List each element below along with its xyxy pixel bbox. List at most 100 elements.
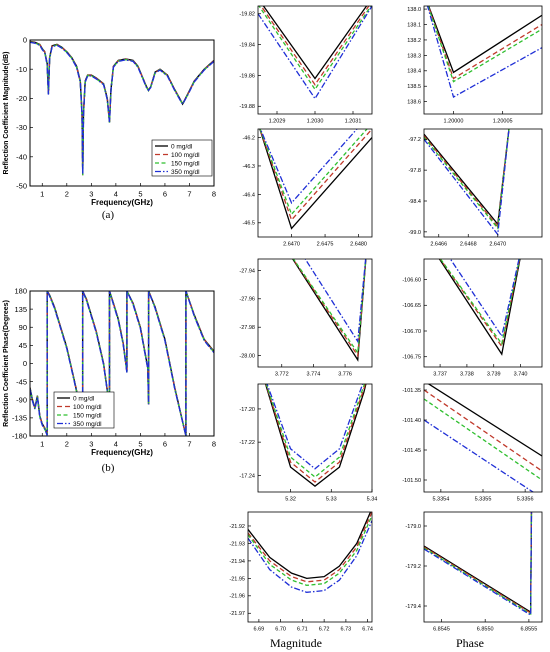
series-group <box>426 6 542 98</box>
y-tick-label: -21.97 <box>229 611 245 617</box>
series-group <box>438 259 521 356</box>
chart-m3: 3.772 3.774 3.776 -27.94 -27.96 -27.98 -28.00 <box>239 258 373 378</box>
legend-label: 150 mg/dl <box>73 413 102 420</box>
y-tick-label: -97.2 <box>408 137 421 143</box>
series-line-0-mg-dl <box>248 512 372 580</box>
x-tick-label: 1 <box>40 440 44 449</box>
x-tick-label: 6 <box>163 190 167 199</box>
y-tick-label: -19.86 <box>239 73 255 79</box>
x-tick-label: 8 <box>212 190 216 199</box>
y-tick-label: 0 <box>23 36 27 45</box>
y-tick-label: -21.93 <box>229 541 245 547</box>
y-tick-label: -27.98 <box>239 325 255 331</box>
x-tick-label: 2.6470 <box>489 242 506 248</box>
y-tick-label: -46.4 <box>242 192 255 198</box>
x-tick-label: 2 <box>65 190 69 199</box>
y-tick-label: -46.2 <box>242 135 255 141</box>
series-line-0-mg-dl <box>427 384 542 457</box>
y-tick-label: -50 <box>16 182 27 191</box>
plot-frame <box>257 128 373 238</box>
y-tick-label: 90 <box>19 323 27 332</box>
x-tick-label: 5.32 <box>285 497 296 503</box>
y-tick-label: -179.2 <box>405 564 421 570</box>
series-line-350-mg-dl <box>424 129 510 237</box>
x-tick-label: 3.738 <box>460 372 474 378</box>
y-tick-label: -97.8 <box>408 168 421 174</box>
x-tick-label: 2.6470 <box>283 242 300 248</box>
plot-frame <box>423 511 543 623</box>
x-tick-label: 6.70 <box>275 627 286 633</box>
chart-m2: 2.6470 2.6475 2.6480 -46.2 -46.3 -46.4 -46.5 <box>242 128 373 248</box>
y-tick-label: -19.82 <box>239 12 255 18</box>
x-tick-label: 6.72 <box>319 627 330 633</box>
x-tick-label: 1.2030 <box>307 119 324 125</box>
y-tick-label: -20 <box>16 94 27 103</box>
series-group <box>248 512 372 593</box>
chart-p5: 6.8545 6.8550 6.8555 -179.0 -179.2 -179.4 <box>405 511 543 633</box>
x-tick-label: 3.740 <box>514 372 528 378</box>
plot-frame <box>423 128 543 238</box>
series-line-100-mg-dl <box>427 6 542 80</box>
x-tick-label: 5 <box>138 440 142 449</box>
y-tick-label: 138.0 <box>407 7 421 13</box>
series-line-0-mg-dl <box>259 129 372 230</box>
series-group <box>424 384 542 492</box>
series-line-350-mg-dl <box>424 419 535 492</box>
chart-p4: 5.3354 5.3355 5.3356 -101.35 -101.40 -101.45 -… <box>402 383 543 503</box>
series-line-350-mg-dl <box>304 259 367 344</box>
series-line-100-mg-dl <box>292 259 367 358</box>
series-line-150-mg-dl <box>424 512 533 616</box>
x-tick-label: 2.6480 <box>350 242 367 248</box>
y-axis-label: Reflection Coefficient Magnitude(dB) <box>3 52 10 175</box>
series-group <box>424 512 533 617</box>
series-group <box>264 384 367 488</box>
series-line-100-mg-dl <box>424 129 510 229</box>
plot-frame <box>423 383 543 493</box>
series-line-0-mg-dl <box>424 129 510 226</box>
x-tick-label: 2.6466 <box>430 242 447 248</box>
series-line-150-mg-dl <box>265 384 366 478</box>
y-tick-label: -17.22 <box>239 440 255 446</box>
x-tick-label: 1.20005 <box>493 119 513 125</box>
series-line-0-mg-dl <box>264 384 367 488</box>
x-tick-label: 8 <box>212 440 216 449</box>
chart-m5: 6.69 6.70 6.71 6.72 6.73 6.74 -21.92 -21.93 -21.… <box>229 511 373 633</box>
chart-p2: 2.6466 2.6468 2.6470 -97.2 -97.8 -98.4 -99.0 <box>408 128 543 248</box>
x-tick-label: 5.34 <box>367 497 378 503</box>
x-tick-label: 5 <box>138 190 142 199</box>
series-line-150-mg-dl <box>424 398 542 481</box>
y-tick-label: -17.20 <box>239 407 255 413</box>
x-tick-label: 7 <box>187 440 191 449</box>
y-tick-label: -21.94 <box>229 559 245 565</box>
chart-p3: 3.737 3.738 3.739 3.740 -106.60 -106.65 -106.7… <box>402 258 543 378</box>
y-tick-label: 138.5 <box>407 84 421 90</box>
chart-m4: 5.32 5.33 5.34 -17.20 -17.22 -17.24 <box>239 383 378 503</box>
series-group <box>30 291 214 436</box>
x-tick-label: 6 <box>163 440 167 449</box>
y-tick-label: -179.0 <box>405 524 421 530</box>
series-group <box>258 6 372 100</box>
legend-label: 350 mg/dl <box>171 169 200 176</box>
x-tick-label: 6.73 <box>341 627 352 633</box>
series-group <box>291 259 367 362</box>
x-tick-label: 1.2031 <box>345 119 362 125</box>
series-line-100-mg-dl <box>424 512 533 615</box>
caption-phase: Phase <box>456 636 484 650</box>
y-tick-label: -30 <box>16 123 27 132</box>
y-tick-label: -19.88 <box>239 104 255 110</box>
y-tick-label: 138.3 <box>407 53 421 59</box>
series-line-100-mg-dl <box>259 129 372 222</box>
series-line-350-mg-dl <box>424 512 533 617</box>
x-tick-label: 3 <box>89 440 93 449</box>
series-group <box>424 129 510 237</box>
x-tick-label: 6.74 <box>362 627 373 633</box>
caption-b: (b) <box>102 462 115 474</box>
x-tick-label: 1.20000 <box>444 119 464 125</box>
plot-frame <box>257 258 373 368</box>
y-tick-label: -28.00 <box>239 354 255 360</box>
x-tick-label: 5.3355 <box>475 497 492 503</box>
y-axis-label: Reflection Coefficient Phase(Degrees) <box>3 300 10 427</box>
x-tick-label: 3.739 <box>487 372 501 378</box>
